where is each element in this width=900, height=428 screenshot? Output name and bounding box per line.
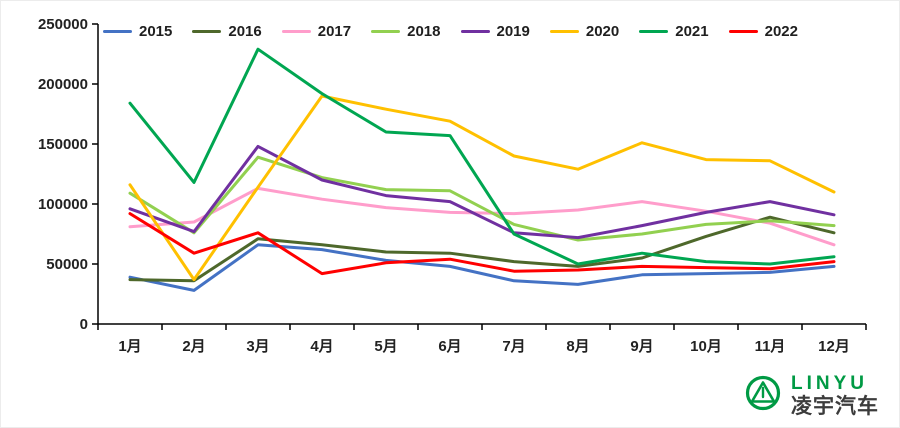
legend-item-2016: 2016	[192, 23, 262, 40]
x-tick-label: 8月	[566, 338, 589, 355]
legend-swatch-2015	[103, 29, 132, 34]
y-tick-label: 0	[80, 316, 88, 333]
legend-swatch-2022	[728, 29, 758, 34]
legend-item-2015: 2015	[103, 24, 172, 39]
x-tick-label: 12月	[818, 338, 850, 355]
x-tick-label: 10月	[690, 338, 722, 355]
series-line-2015	[128, 243, 836, 292]
legend-label-2018: 2018	[407, 23, 441, 40]
brand-logo: LINYU 凌宇汽车	[744, 374, 879, 417]
legend-label-2020: 2020	[585, 23, 620, 40]
legend-label-2015: 2015	[139, 23, 173, 40]
series-line-2018	[128, 155, 836, 242]
legend-item-2021: 2021	[639, 23, 709, 40]
brand-name-chinese: 凌宇汽车	[791, 394, 879, 418]
series-line-2019	[128, 144, 836, 240]
y-tick-label: 50000	[46, 256, 88, 273]
x-tick-label: 2月	[182, 338, 205, 355]
x-tick-label: 3月	[246, 338, 269, 355]
linyu-emblem-icon	[744, 374, 782, 417]
x-tick-label: 1月	[118, 338, 141, 355]
y-tick-label: 200000	[38, 76, 88, 93]
legend-swatch-2018	[371, 29, 401, 34]
legend-swatch-2016	[192, 29, 222, 34]
x-tick-label: 11月	[755, 338, 786, 355]
legend-item-2020: 2020	[549, 23, 620, 40]
y-tick-label: 150000	[38, 136, 88, 153]
y-tick-label: 100000	[38, 196, 88, 213]
chart-legend: 2015 2016 2017 2018 2019 2020 2021 2022	[103, 24, 798, 39]
legend-label-2022: 2022	[764, 23, 798, 40]
series-line-2017	[128, 186, 836, 247]
legend-item-2022: 2022	[728, 23, 798, 40]
legend-swatch-2020	[549, 29, 579, 34]
y-tick-label: 250000	[38, 16, 88, 33]
x-tick-label: 4月	[310, 338, 333, 355]
series-line-2022	[128, 212, 836, 276]
x-tick-label: 6月	[438, 338, 461, 355]
legend-label-2021: 2021	[675, 23, 709, 40]
legend-label-2017: 2017	[317, 23, 352, 40]
legend-item-2019: 2019	[460, 23, 530, 40]
legend-label-2016: 2016	[228, 23, 262, 40]
legend-item-2018: 2018	[371, 23, 441, 40]
legend-swatch-2019	[460, 29, 490, 34]
x-tick-label: 7月	[502, 338, 525, 355]
brand-name-latin: LINYU	[791, 373, 868, 394]
series-line-2021	[128, 47, 836, 266]
x-tick-label: 9月	[630, 338, 653, 355]
series-line-2020	[128, 94, 836, 282]
legend-item-2017: 2017	[281, 23, 352, 40]
legend-swatch-2017	[281, 29, 311, 34]
legend-swatch-2021	[639, 29, 669, 34]
legend-label-2019: 2019	[496, 23, 530, 40]
x-tick-label: 5月	[374, 338, 397, 355]
series-line-2016	[128, 215, 836, 283]
